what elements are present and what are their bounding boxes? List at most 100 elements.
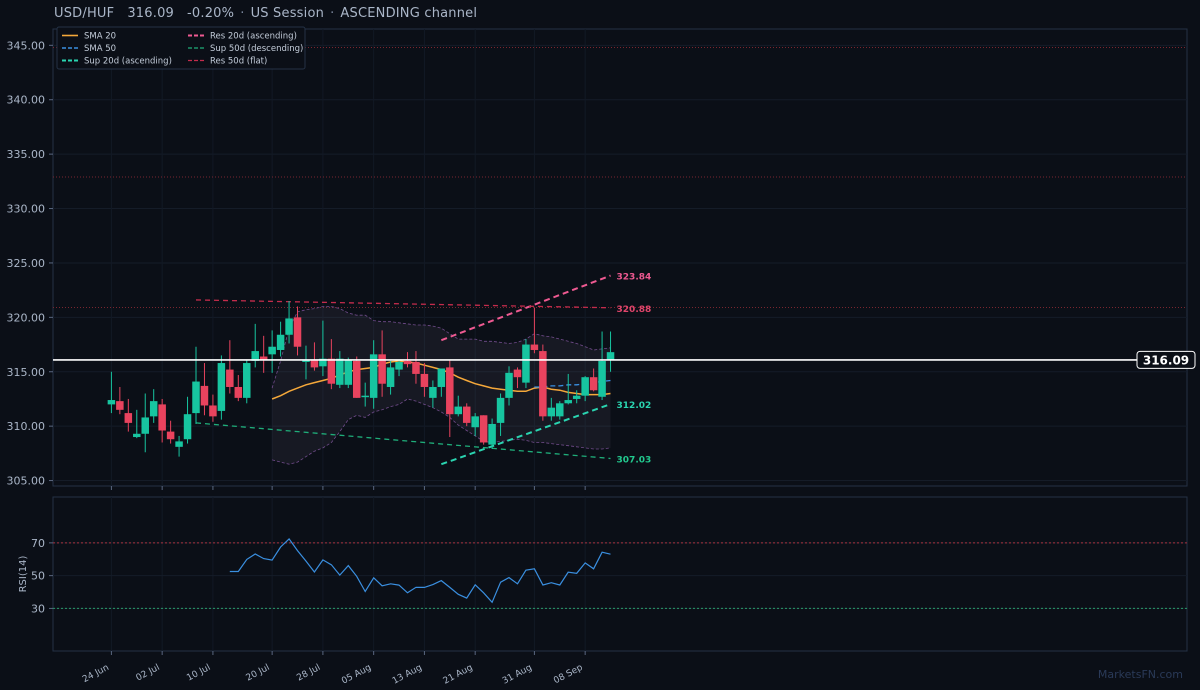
candle-body	[209, 405, 217, 417]
candle	[183, 396, 192, 444]
candle-body	[369, 354, 378, 398]
candle	[446, 359, 454, 438]
candle	[420, 363, 429, 397]
candle	[276, 321, 285, 357]
x-tick-label: 20 Jul	[245, 663, 272, 684]
legend-box	[56, 26, 306, 70]
candle-body	[598, 360, 606, 397]
legend-label: SMA 50	[84, 44, 116, 54]
candle-body	[446, 367, 454, 415]
candle-body	[302, 359, 310, 362]
candle	[386, 360, 395, 395]
candle-body	[259, 356, 268, 360]
candle-body	[581, 377, 589, 396]
x-tick-label: 31 Aug	[501, 663, 534, 687]
rsi-tick-label: 70	[31, 537, 45, 550]
x-tick-label: 05 Aug	[340, 663, 373, 687]
trendline-label: 323.84	[617, 273, 652, 283]
candle	[589, 368, 598, 392]
trendline-label: 312.02	[617, 401, 652, 411]
candle	[361, 382, 369, 407]
legend-label: Res 50d (flat)	[210, 57, 267, 67]
candle-body	[166, 431, 175, 440]
rsi-tick-label: 50	[31, 570, 45, 583]
candle	[344, 357, 353, 389]
last-price-label: 316.09	[1143, 353, 1189, 367]
candle	[234, 375, 243, 402]
candle	[564, 373, 572, 405]
change-label: -0.20%	[187, 6, 235, 21]
candle	[581, 376, 589, 402]
candle	[369, 340, 378, 409]
candle-body	[479, 415, 488, 443]
candle-body	[420, 373, 429, 387]
price-tick-label: 325.00	[7, 257, 46, 270]
candle-body	[276, 334, 285, 350]
price-tick-label: 305.00	[7, 475, 46, 488]
candle-body	[141, 417, 149, 434]
candle	[556, 401, 564, 420]
trendline	[195, 422, 611, 460]
candle	[479, 415, 488, 445]
candle-body	[606, 352, 615, 360]
candle-body	[200, 385, 209, 406]
candle-body	[437, 368, 446, 387]
price-tick-label: 345.00	[7, 39, 46, 52]
candle-body	[454, 406, 463, 415]
candle-body	[352, 360, 361, 398]
legend-label: Sup 20d (ascending)	[84, 57, 172, 67]
candle	[547, 397, 556, 421]
candle	[217, 355, 226, 420]
x-tick-label: 13 Aug	[391, 663, 424, 687]
candle-body	[133, 433, 141, 438]
rsi-tick-label: 30	[31, 602, 45, 615]
x-tick-label: 24 Jun	[81, 663, 111, 685]
candle-body	[251, 351, 259, 361]
candle-body	[116, 401, 124, 410]
candle-body	[386, 367, 395, 387]
x-tick-label: 28 Jul	[295, 663, 322, 684]
candle-body	[513, 369, 522, 378]
price-tick-label: 340.00	[7, 94, 46, 107]
x-tick-label: 08 Sep	[552, 663, 585, 687]
candle-body	[378, 354, 386, 384]
price-label: 316.09	[127, 6, 175, 21]
candle-body	[429, 386, 437, 398]
trendline-label: 307.03	[617, 455, 652, 465]
candle-body	[505, 372, 513, 398]
legend-label: SMA 20	[84, 32, 116, 42]
candle-body	[522, 344, 530, 383]
candle	[488, 418, 496, 450]
trendline-label: 320.88	[617, 305, 652, 315]
candle	[133, 409, 141, 439]
candle-body	[539, 351, 547, 417]
candle-body	[149, 401, 158, 417]
candle	[412, 351, 420, 384]
candle	[158, 398, 166, 443]
candle-body	[530, 344, 539, 350]
candle	[513, 367, 522, 389]
candle-body	[243, 363, 251, 398]
watermark: MarketsFN.com	[1097, 668, 1183, 681]
candle	[200, 363, 209, 416]
candle-body	[268, 346, 276, 355]
candle-body	[319, 358, 327, 367]
candle-body	[572, 395, 581, 399]
candle	[226, 340, 234, 394]
x-tick-label: 10 Jul	[185, 663, 212, 684]
rsi-axis-label: RSI(14)	[18, 556, 29, 593]
sma50-line	[534, 379, 611, 388]
candle-body	[175, 441, 183, 447]
candle-body	[547, 407, 556, 417]
candle	[437, 368, 446, 397]
candle	[175, 435, 183, 457]
candle	[539, 344, 547, 421]
candle	[124, 398, 133, 432]
candle-body	[471, 416, 479, 428]
candle-body	[564, 400, 572, 404]
candle	[302, 345, 310, 380]
candle-body	[234, 386, 243, 398]
candle-body	[589, 377, 598, 391]
candle	[505, 366, 513, 406]
